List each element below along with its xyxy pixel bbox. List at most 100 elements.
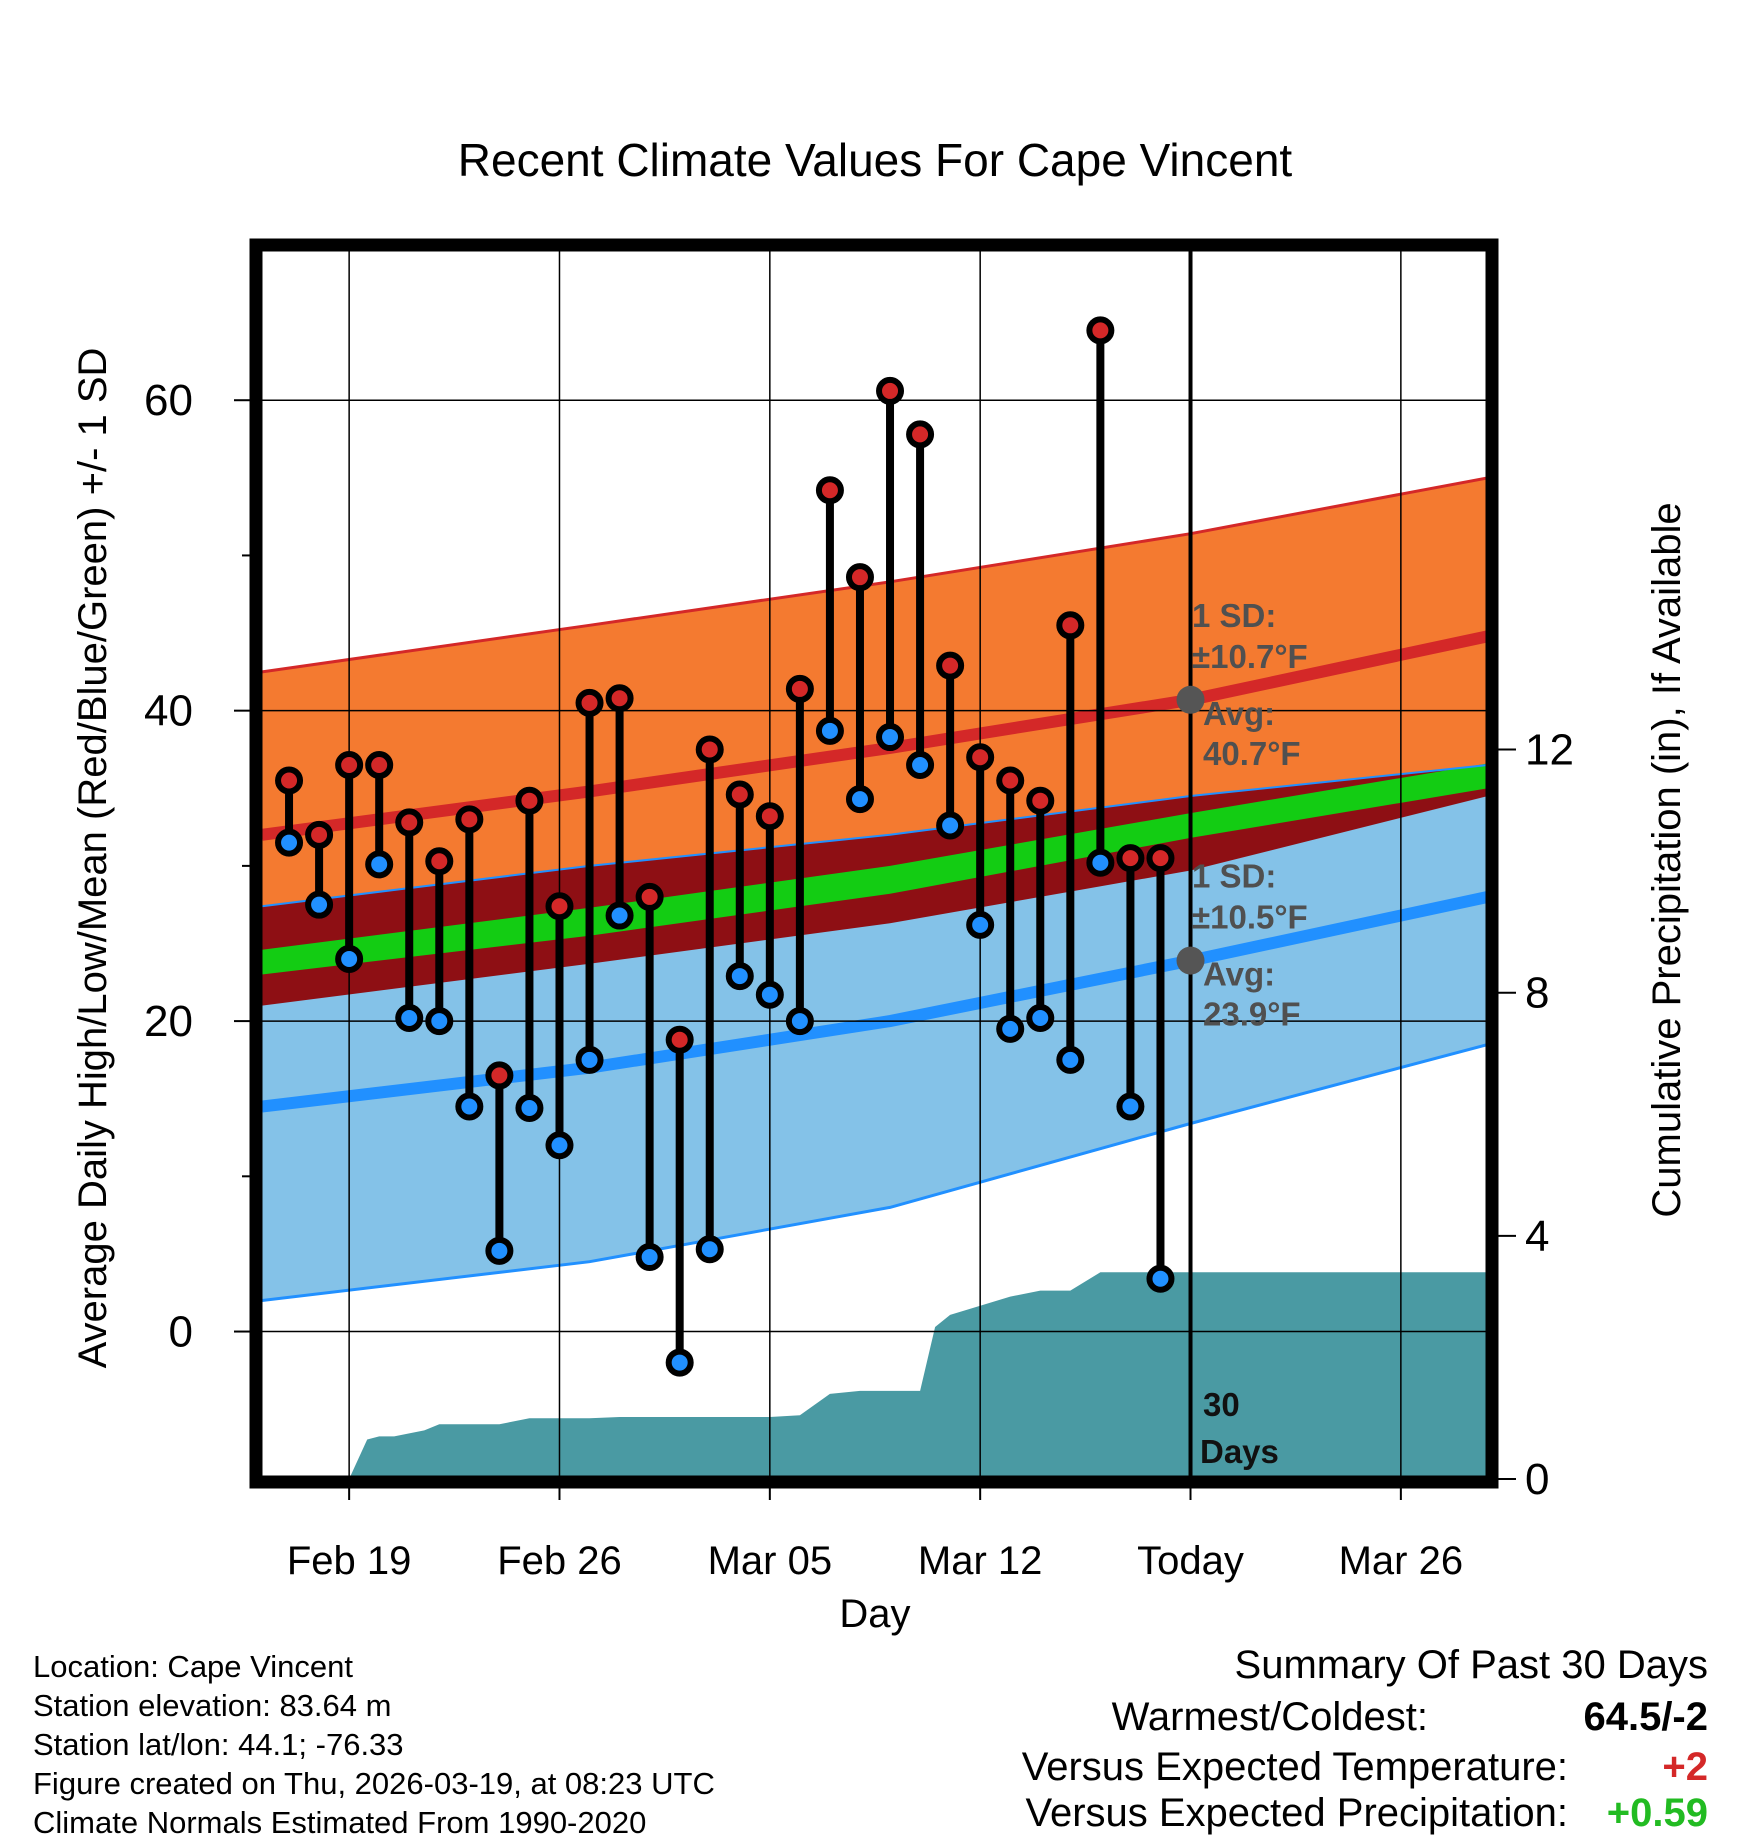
summary-precip-label: Versus Expected Precipitation:: [1025, 1791, 1568, 1835]
low-avg-label: Avg:: [1203, 956, 1275, 993]
x-tick-label: Feb 26: [497, 1539, 622, 1583]
daily-high-point: [605, 684, 634, 713]
daily-high-point: [575, 688, 604, 717]
daily-high-point: [545, 892, 574, 921]
plot-frame: [249, 238, 1499, 1489]
daily-low-point: [515, 1094, 544, 1123]
daily-low-point: [425, 1007, 454, 1036]
daily-low-point: [275, 828, 304, 857]
daily-high-point: [936, 651, 965, 680]
days-label-number: 30: [1203, 1386, 1240, 1423]
daily-low-point: [966, 910, 995, 939]
daily-high-point: [755, 802, 784, 831]
daily-low-point: [575, 1045, 604, 1074]
daily-low-point: [1146, 1264, 1175, 1293]
high-avg-label: Avg:: [1203, 695, 1275, 732]
daily-high-point: [1116, 844, 1145, 873]
daily-low-point: [815, 716, 844, 745]
x-tick-label: Mar 05: [708, 1539, 833, 1583]
daily-low-point: [785, 1007, 814, 1036]
daily-high-point: [996, 766, 1025, 795]
y2-axis-label: Cumulative Precipitation (in), If Availa…: [1645, 502, 1689, 1217]
plot-area: [262, 476, 1488, 1479]
summary-warm-cold-label: Warmest/Coldest:: [1111, 1695, 1428, 1739]
low-avg-value: 23.9°F: [1203, 996, 1301, 1033]
daily-low-point: [635, 1243, 664, 1272]
daily-high-point: [305, 820, 334, 849]
low-sd-value: ±10.5°F: [1192, 899, 1308, 936]
daily-low-point: [335, 945, 364, 974]
y-tick-label: 0: [169, 1308, 193, 1357]
low-normal-marker: [1176, 946, 1205, 975]
low-upper-line: [262, 764, 1488, 908]
chart-title: Recent Climate Values For Cape Vincent: [458, 134, 1293, 186]
x-tick-label: Today: [1137, 1539, 1244, 1583]
mean-band: [262, 763, 1488, 975]
latlon-text: Station lat/lon: 44.1; -76.33: [33, 1727, 404, 1762]
daily-low-point: [845, 785, 874, 814]
daily-high-point: [275, 766, 304, 795]
daily-high-point: [635, 882, 664, 911]
x-tick-label: Feb 19: [287, 1539, 412, 1583]
high-avg-value: 40.7°F: [1203, 735, 1301, 772]
daily-low-point: [365, 850, 394, 879]
daily-low-point: [996, 1014, 1025, 1043]
daily-high-point: [876, 376, 905, 405]
summary-temp-value: +2: [1662, 1745, 1708, 1789]
low-lower-line: [262, 1042, 1488, 1302]
x-tick-label: Mar 12: [918, 1539, 1043, 1583]
y-tick-label: 20: [144, 997, 193, 1046]
x-tick-label: Mar 26: [1339, 1539, 1464, 1583]
high-normal-marker: [1176, 685, 1205, 714]
daily-low-point: [605, 901, 634, 930]
daily-high-point: [1146, 844, 1175, 873]
summary-precip-value: +0.59: [1606, 1791, 1708, 1835]
daily-low-point: [1026, 1003, 1055, 1032]
y-axis-label: Average Daily High/Low/Mean (Red/Blue/Gr…: [71, 348, 115, 1369]
daily-high-point: [335, 750, 364, 779]
daily-low-point: [455, 1092, 484, 1121]
y-tick-label: 40: [144, 687, 193, 736]
high-sd-label: 1 SD:: [1192, 597, 1276, 634]
station-info: Location: Cape Vincent Station elevation…: [33, 1647, 715, 1842]
daily-low-point: [665, 1348, 694, 1377]
normals-text: Climate Normals Estimated From 1990-2020: [33, 1805, 647, 1840]
daily-low-point: [755, 980, 784, 1009]
daily-high-point: [725, 780, 754, 809]
daily-high-point: [395, 808, 424, 837]
summary-temp-label: Versus Expected Temperature:: [1021, 1745, 1568, 1789]
daily-high-point: [1026, 786, 1055, 815]
daily-high-point: [966, 743, 995, 772]
daily-high-point: [425, 847, 454, 876]
axes: Feb 19 Feb 26 Mar 05 Mar 12 Today Mar 26 0 20 40…: [144, 376, 1574, 1583]
summary-title: Summary Of Past 30 Days: [1234, 1643, 1708, 1687]
y2-tick-label: 8: [1525, 969, 1549, 1018]
daily-high-point: [785, 674, 814, 703]
data-marks: [275, 245, 1205, 1479]
daily-low-point: [906, 750, 935, 779]
x-axis-label: Day: [839, 1592, 910, 1636]
days-label-text: Days: [1200, 1433, 1279, 1470]
daily-low-point: [1086, 848, 1115, 877]
y2-tick-label: 12: [1525, 726, 1574, 775]
low-sd-label: 1 SD:: [1192, 858, 1276, 895]
daily-low-point: [1056, 1045, 1085, 1074]
daily-high-point: [515, 786, 544, 815]
elevation-text: Station elevation: 83.64 m: [33, 1688, 392, 1723]
daily-high-point: [485, 1061, 514, 1090]
daily-high-point: [845, 563, 874, 592]
location-text: Location: Cape Vincent: [33, 1649, 353, 1684]
summary-warm-cold-value: 64.5/-2: [1583, 1695, 1708, 1739]
created-text: Figure created on Thu, 2026-03-19, at 08…: [33, 1766, 715, 1801]
daily-low-point: [1116, 1092, 1145, 1121]
daily-high-point: [1056, 611, 1085, 640]
daily-high-point: [906, 420, 935, 449]
daily-high-point: [1086, 316, 1115, 345]
daily-low-point: [395, 1003, 424, 1032]
y2-tick-label: 4: [1525, 1212, 1549, 1261]
daily-low-point: [695, 1235, 724, 1264]
precip-area: [349, 1272, 1488, 1479]
daily-high-point: [455, 805, 484, 834]
